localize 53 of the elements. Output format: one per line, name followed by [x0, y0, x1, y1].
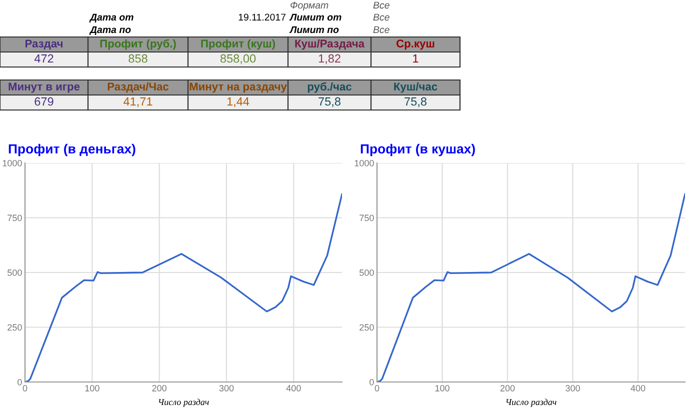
y-tick-label: 500: [360, 269, 374, 276]
x-tick-label: 400: [286, 385, 301, 392]
text: Ср.куш: [396, 40, 434, 50]
y-tick-label: 1000: [354, 160, 374, 166]
x-tick-label: 300: [566, 385, 580, 392]
text: Куш/Раздача: [295, 39, 365, 50]
text: Куш/час: [394, 82, 438, 93]
text: 75,8: [318, 97, 340, 108]
x-tick-label: 100: [435, 385, 450, 392]
chart-title: Профит (в деньгах): [8, 144, 136, 156]
y-tick-label: 250: [360, 324, 374, 331]
text: Минут на раздачу: [190, 82, 287, 93]
text: 858: [128, 54, 148, 63]
text: Дата от: [89, 14, 134, 22]
text: Все: [373, 2, 390, 9]
text: Лимит по: [289, 26, 339, 34]
text: 75,8: [404, 97, 426, 108]
x-tick-label: 0: [22, 385, 28, 392]
text: 1,82: [318, 54, 340, 64]
x-axis-title: Число раздач: [506, 398, 556, 407]
text: 41,71: [124, 97, 152, 108]
y-tick-label: 250: [8, 324, 22, 331]
text: Формат: [290, 2, 328, 11]
chart-title: Профит (в кушах): [360, 144, 475, 156]
x-axis-title: Число раздач: [158, 398, 209, 407]
y-tick-label: 750: [360, 214, 374, 222]
y-tick-label: 0: [18, 378, 22, 386]
text: Лимит от: [289, 14, 342, 21]
text: 472: [34, 54, 54, 63]
x-tick-label: 100: [85, 385, 100, 392]
text: Раздач: [25, 40, 62, 50]
x-tick-label: 200: [500, 385, 515, 392]
text: Все: [373, 14, 390, 21]
y-tick-label: 750: [8, 214, 22, 222]
text: Профит (руб.): [100, 39, 176, 50]
text: Раздач/Час: [108, 82, 169, 93]
x-tick-label: 0: [374, 385, 380, 392]
text: 1,44: [227, 97, 250, 108]
text: руб./час: [308, 82, 352, 93]
text: 19.11.2017: [238, 14, 286, 21]
text: Профит (куш): [201, 39, 275, 50]
text: 1: [413, 54, 418, 63]
text: Все: [373, 26, 390, 34]
text: 679: [34, 97, 54, 106]
y-tick-label: 1000: [2, 160, 22, 166]
x-tick-label: 400: [630, 385, 646, 392]
text: 858,00: [220, 54, 256, 64]
x-tick-label: 200: [152, 385, 166, 392]
y-tick-label: 500: [8, 269, 22, 276]
text: Дата по: [89, 26, 131, 35]
y-tick-label: 0: [370, 378, 374, 386]
x-tick-label: 300: [219, 385, 234, 392]
text: Минут в игре: [8, 82, 80, 93]
